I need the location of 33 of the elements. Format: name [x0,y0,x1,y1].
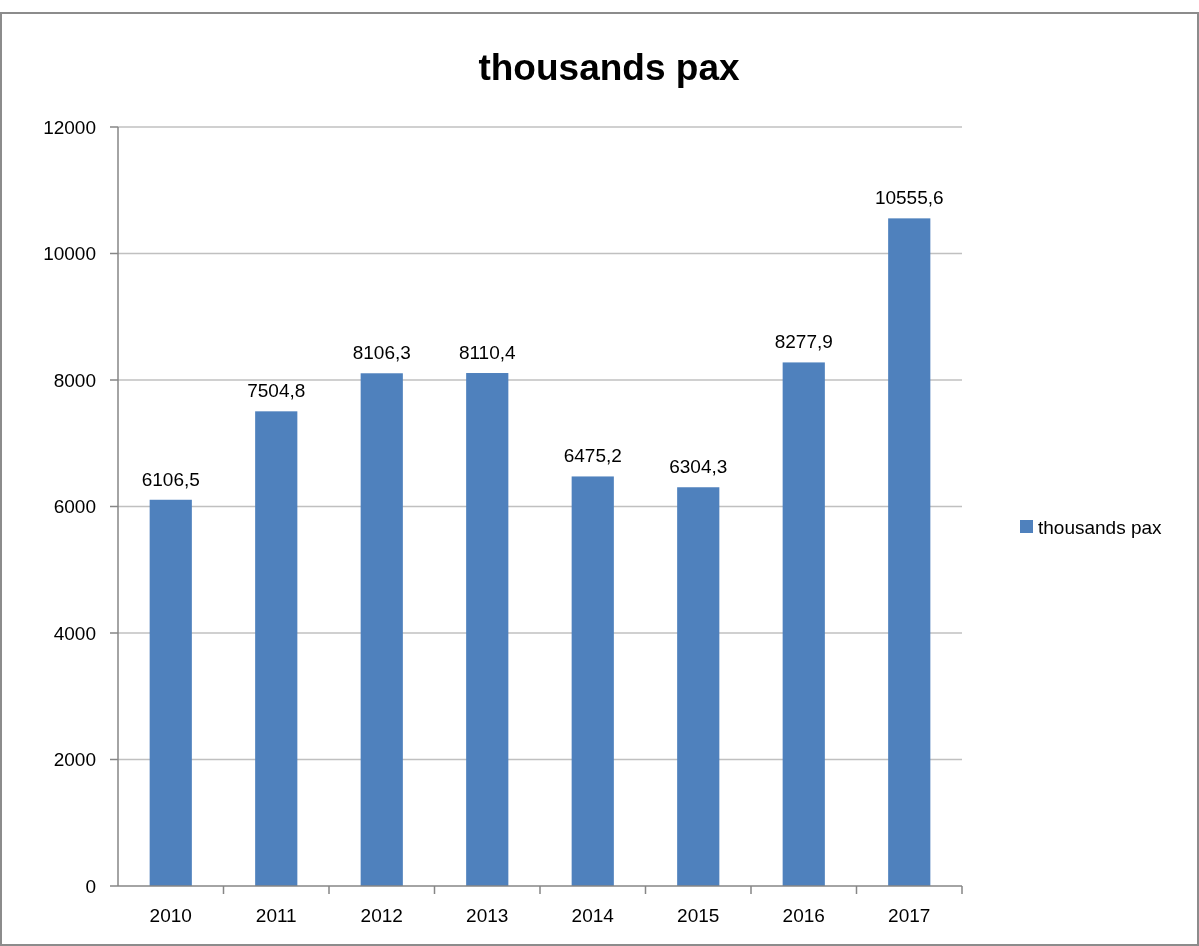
bar [677,487,720,886]
bar [571,476,614,886]
x-tick-label: 2013 [466,905,509,926]
x-tick-label: 2014 [571,905,615,926]
y-tick-label: 8000 [53,369,96,391]
bar [466,373,509,886]
data-label: 10555,6 [874,187,944,209]
x-tick-label: 2017 [888,905,931,926]
x-tick-label: 2010 [149,905,192,926]
bar [888,218,931,886]
data-label: 8106,3 [352,342,411,364]
data-label: 6475,2 [563,445,622,467]
data-label: 6106,5 [141,468,200,490]
bar [149,499,192,886]
y-tick-label: 2000 [53,749,96,771]
data-label: 6304,3 [669,456,728,478]
x-tick-label: 2015 [677,905,720,926]
y-tick-label: 6000 [53,496,96,518]
bar [255,411,298,886]
y-tick-label: 12000 [43,116,96,138]
bar [360,373,403,886]
y-tick-label: 0 [85,875,96,897]
x-tick-label: 2011 [255,905,297,926]
x-tick-label: 2016 [782,905,825,926]
data-label: 8277,9 [774,331,833,353]
y-tick-label: 4000 [53,622,96,644]
y-tick-label: 10000 [43,243,96,265]
chart-title: thousands pax [478,47,740,88]
bar [782,362,825,886]
data-label: 7504,8 [247,380,306,402]
data-label: 8110,4 [458,342,517,364]
x-tick-label: 2012 [360,905,403,926]
legend-label: thousands pax [1038,516,1163,538]
